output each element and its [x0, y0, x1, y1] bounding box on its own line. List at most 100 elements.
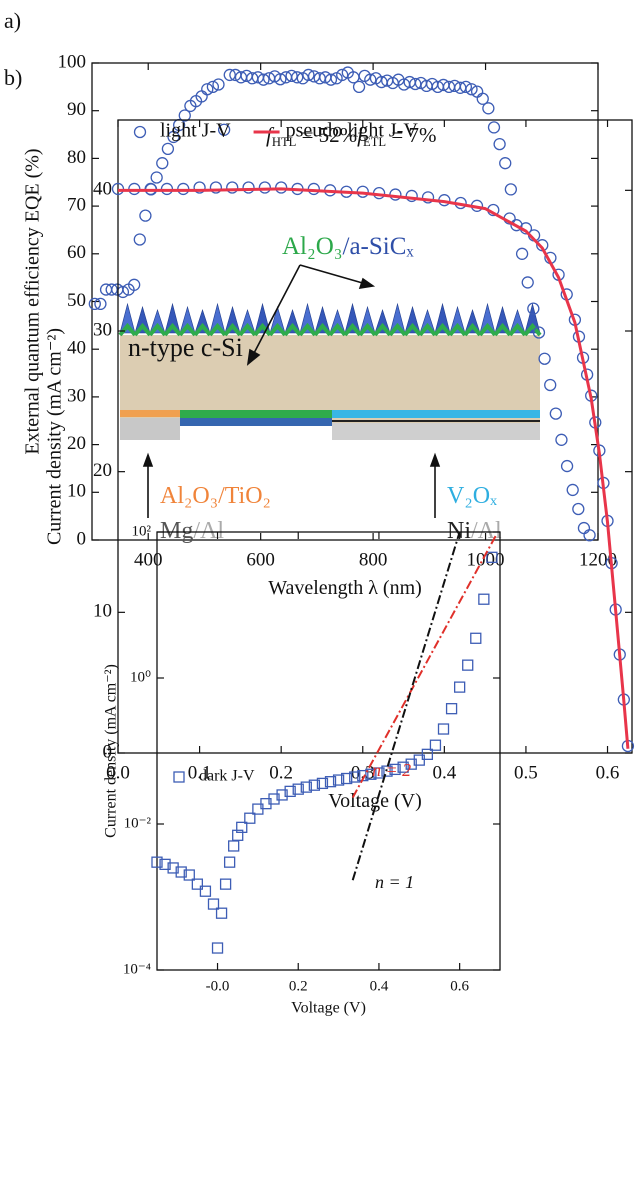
- data-point: [223, 856, 236, 868]
- data-point: [421, 748, 434, 760]
- data-point: [150, 171, 163, 184]
- x-tick-label: 400: [134, 549, 163, 570]
- legend-label: light J-V: [160, 120, 231, 142]
- data-point: [207, 898, 220, 910]
- arrow-head: [142, 452, 154, 467]
- data-point: [445, 703, 458, 715]
- data-point: [405, 758, 417, 770]
- annotation-part: = 52%: [296, 123, 357, 147]
- data-point: [226, 181, 239, 194]
- data-point: [285, 69, 298, 83]
- y-tick-label: 30: [67, 385, 86, 406]
- rear-strip: [180, 418, 332, 426]
- y-tick-label: 10⁰: [130, 669, 151, 685]
- legend-label: dark J-V: [199, 768, 255, 785]
- annotation-part: ETL: [363, 135, 386, 149]
- data-point: [459, 80, 473, 93]
- annotation: fHTL = 52%fETL = 7%: [266, 123, 436, 149]
- x-tick-label: 0.6: [450, 978, 469, 994]
- annotation-part: Al₂O₃: [282, 233, 343, 260]
- pyramid: [134, 305, 151, 334]
- annotation: V₂Oₓ: [447, 483, 497, 509]
- data-point: [167, 862, 179, 874]
- data-point: [583, 529, 596, 542]
- data-point: [258, 181, 272, 194]
- plot-frame: [156, 531, 501, 971]
- pyramid: [509, 309, 526, 334]
- data-point: [268, 793, 280, 805]
- y-axis-label: Current density (mA cm⁻²): [44, 328, 66, 545]
- data-point: [324, 776, 337, 788]
- y-tick-label: 60: [67, 242, 86, 263]
- y-tick-label: 50: [67, 290, 86, 311]
- ideality-line: [351, 534, 497, 799]
- data-point: [275, 181, 288, 194]
- y-tick-label: 80: [67, 147, 86, 168]
- data-point: [191, 878, 204, 890]
- pyramid: [359, 305, 376, 334]
- data-point: [465, 83, 478, 96]
- annotation: Ni/Al: [447, 518, 502, 544]
- data-point: [156, 157, 169, 170]
- pyramid: [464, 309, 481, 334]
- arrow-head: [358, 277, 376, 289]
- pyramid: [194, 309, 211, 334]
- data-point: [228, 840, 240, 852]
- data-point: [397, 761, 409, 773]
- pyramid: [119, 302, 136, 334]
- annotation-part: /a-SiCₓ: [343, 233, 415, 260]
- arrow-head: [246, 348, 261, 366]
- data-point: [499, 157, 512, 170]
- y-tick-label: 100: [58, 51, 87, 72]
- data-point: [544, 378, 557, 392]
- data-point: [183, 869, 195, 881]
- pyramid: [419, 309, 436, 334]
- contact-line: [332, 420, 540, 422]
- annotation-part: n-type c-Si: [128, 333, 243, 362]
- pyramid: [524, 302, 541, 334]
- etl-layer: [332, 410, 540, 418]
- panel-label: b): [4, 65, 22, 90]
- annotation: Al₂O₃/TiO₂: [160, 483, 271, 509]
- y-tick-label: 70: [67, 194, 86, 215]
- annotation-part: /Al: [471, 518, 502, 544]
- data-point: [219, 878, 232, 890]
- data-point: [572, 502, 585, 516]
- y-tick-label: 0: [103, 741, 113, 762]
- annotation: Al₂O₃/a-SiCₓ: [282, 233, 414, 260]
- data-point: [504, 183, 518, 196]
- data-point: [482, 102, 495, 115]
- ni-al-contact: [332, 423, 540, 440]
- data-point: [167, 130, 180, 144]
- pyramid: [269, 305, 286, 334]
- x-axis-label: Wavelength λ (nm): [268, 577, 422, 599]
- y-tick-label: 10⁻²: [124, 815, 152, 831]
- data-point: [284, 785, 296, 798]
- x-tick-label: 0.3: [351, 762, 375, 783]
- x-tick-label: 0.1: [188, 762, 212, 783]
- data-point: [349, 771, 361, 783]
- data-point: [257, 73, 270, 86]
- htl-layer: [120, 410, 180, 417]
- data-point: [201, 83, 214, 96]
- x-tick-label: 0.2: [289, 978, 308, 994]
- y-tick-label: 40: [67, 338, 86, 359]
- x-tick-label: 0.2: [269, 762, 293, 783]
- x-tick-label: 0.5: [514, 762, 538, 783]
- x-tick-label: 0.4: [370, 978, 389, 994]
- pyramid: [164, 302, 181, 334]
- data-point: [217, 123, 231, 136]
- data-point: [515, 247, 529, 260]
- data-point: [236, 821, 248, 833]
- data-point: [128, 278, 141, 291]
- data-point: [300, 781, 312, 793]
- data-point: [549, 407, 562, 420]
- plot-frame: [117, 119, 633, 754]
- data-point: [324, 73, 338, 86]
- data-point: [532, 326, 546, 339]
- pyramid: [449, 305, 466, 334]
- arrows: [142, 264, 441, 518]
- x-tick-label: 0.0: [106, 762, 130, 783]
- data-point: [133, 125, 147, 139]
- data-point: [209, 181, 223, 194]
